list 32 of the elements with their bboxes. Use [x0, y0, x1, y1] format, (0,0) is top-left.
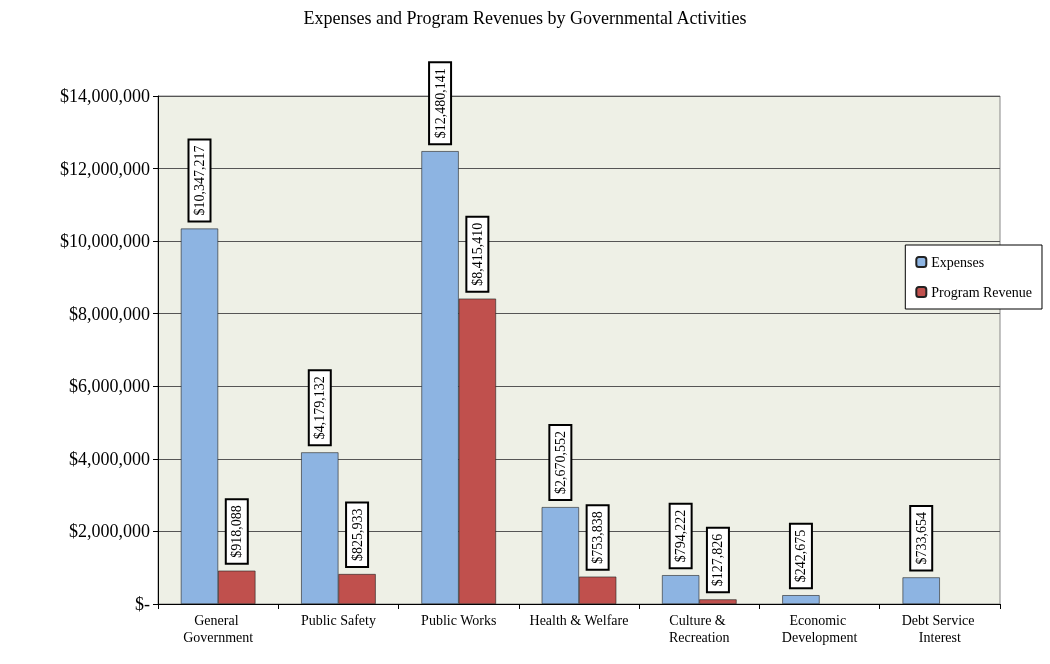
- data-label: $4,179,132: [312, 376, 328, 440]
- y-tick-label: $2,000,000: [69, 521, 150, 542]
- data-label: $753,838: [590, 511, 606, 564]
- y-tick-label: $8,000,000: [69, 303, 150, 324]
- bar: [902, 577, 940, 604]
- data-label: $918,088: [229, 505, 245, 558]
- data-label: $733,654: [913, 511, 929, 565]
- y-tick-label: $4,000,000: [69, 448, 150, 469]
- y-tick-label: $6,000,000: [69, 376, 150, 397]
- x-tick-label: Public Works: [421, 613, 497, 628]
- legend-label: Program Revenue: [931, 284, 1033, 300]
- bar: [782, 595, 820, 604]
- y-tick-label: $10,000,000: [60, 231, 150, 252]
- data-label: $127,826: [710, 533, 726, 587]
- data-label: $8,415,410: [469, 222, 485, 286]
- data-label: $242,675: [793, 529, 809, 583]
- x-tick-label: Debt Service Interest: [901, 613, 978, 645]
- data-label: $825,933: [349, 508, 365, 562]
- x-tick-label: Health & Welfare: [529, 613, 629, 628]
- data-label: $2,670,552: [552, 431, 568, 495]
- x-tick-label: General Government: [183, 613, 254, 645]
- y-tick-label: $-: [135, 594, 150, 614]
- data-label: $12,480,141: [432, 68, 448, 139]
- y-tick-label: $12,000,000: [60, 158, 150, 179]
- x-tick-label: Culture & Recreation: [668, 613, 730, 645]
- x-tick-label: Public Safety: [300, 613, 376, 628]
- x-tick-label: Economic Development: [781, 613, 858, 645]
- chart-title: Expenses and Program Revenues by Governmental Activities: [303, 8, 747, 28]
- data-label: $10,347,217: [192, 145, 207, 216]
- y-tick-label: $14,000,000: [60, 86, 150, 106]
- legend-label: Expenses: [931, 254, 985, 270]
- data-label: $794,222: [673, 509, 689, 563]
